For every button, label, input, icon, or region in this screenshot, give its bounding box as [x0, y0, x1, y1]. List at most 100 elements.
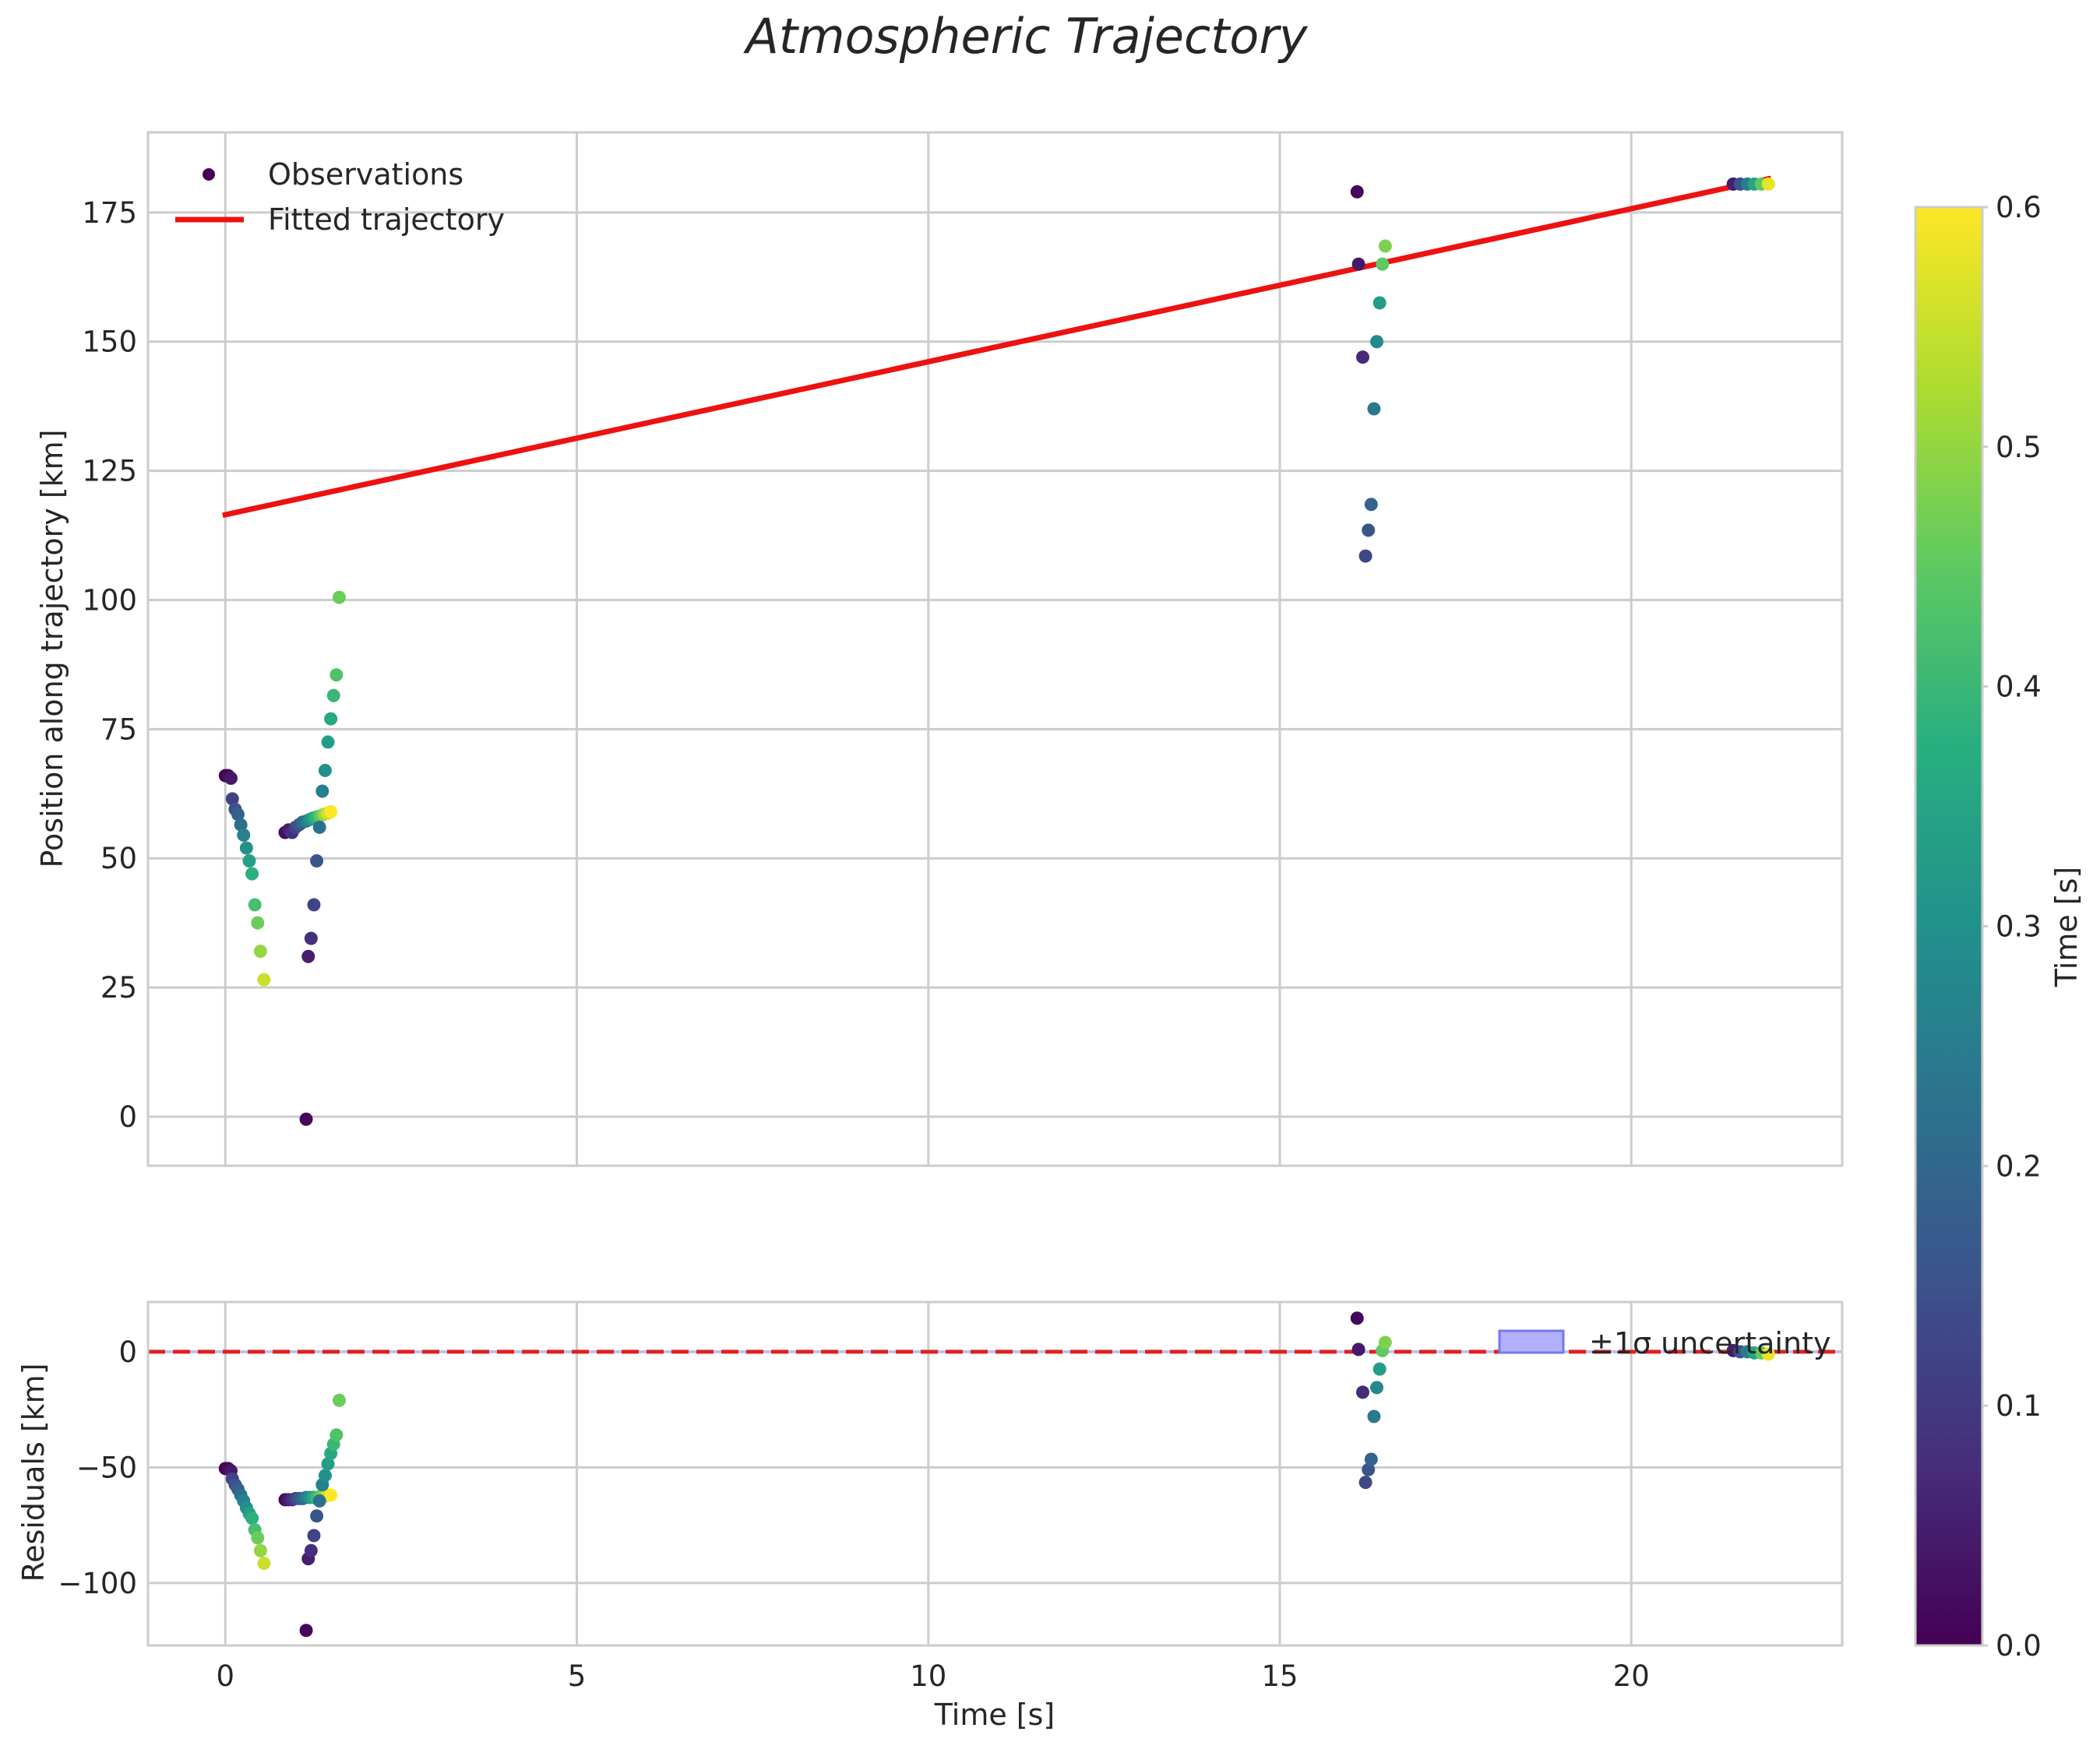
- bottom-data-point: [1362, 1462, 1376, 1476]
- colorbar-tick-label: 0.5: [1996, 431, 2042, 464]
- top-y-tick-label: 100: [82, 583, 137, 617]
- top-data-point: [245, 867, 259, 881]
- top-data-point: [312, 820, 326, 834]
- top-y-tick-label: 150: [82, 326, 137, 359]
- top-data-point: [310, 854, 324, 868]
- bottom-data-point: [1367, 1409, 1381, 1423]
- bottom-legend: ±1σ uncertainty: [1498, 1326, 1830, 1360]
- top-data-point: [1376, 257, 1390, 271]
- colorbar-tick-label: 0.2: [1996, 1149, 2042, 1183]
- top-gridlines: [148, 132, 1842, 1166]
- top-data-point: [1364, 498, 1378, 512]
- bottom-data-point: [1351, 1343, 1365, 1357]
- colorbar-label: Time [s]: [2049, 867, 2084, 988]
- bottom-y-tick-label: −100: [58, 1567, 137, 1600]
- top-data-point: [299, 1112, 313, 1126]
- top-data-point: [1370, 335, 1384, 349]
- top-data-point: [1372, 296, 1386, 310]
- colorbar-gradient: [1915, 207, 1982, 1645]
- bottom-data-point: [1358, 1476, 1372, 1490]
- fitted-trajectory-line: [222, 175, 1772, 519]
- fitted-trajectory-group: [222, 175, 1772, 519]
- top-y-axis-label: Position along trajectory [km]: [35, 429, 69, 867]
- bottom-y-axis-label: Residuals [km]: [16, 1363, 51, 1582]
- bottom-tick-labels: 0 5 10 15 20 0 −50 −100: [58, 1336, 1649, 1693]
- x-tick-label: 5: [568, 1659, 587, 1693]
- top-y-tick-label: 50: [100, 842, 137, 875]
- bottom-data-point: [1350, 1311, 1364, 1325]
- colorbar-tick-label: 0.0: [1996, 1629, 2042, 1663]
- bottom-data-point: [1372, 1362, 1386, 1376]
- top-data-point: [242, 854, 256, 868]
- top-data-point: [224, 771, 238, 785]
- top-legend: Observations Fitted trajectory: [175, 157, 505, 237]
- bottom-data-point: [257, 1557, 271, 1571]
- top-data-point: [326, 688, 340, 702]
- top-data-point: [304, 931, 318, 945]
- bottom-y-tick-label: 0: [118, 1336, 137, 1369]
- legend-uncertainty-label: ±1σ uncertainty: [1589, 1326, 1830, 1360]
- chart-title: Atmospheric Trajectory: [742, 8, 1308, 65]
- top-data-point: [332, 590, 346, 604]
- legend-observations-label: Observations: [268, 157, 463, 192]
- bottom-data-point: [321, 1457, 335, 1471]
- top-data-point: [301, 949, 315, 963]
- top-data-point: [307, 898, 321, 912]
- top-data-point: [253, 945, 267, 959]
- x-axis-label: Time [s]: [934, 1698, 1055, 1732]
- bottom-data-point: [253, 1543, 267, 1557]
- top-data-point: [1358, 549, 1372, 563]
- top-data-point: [231, 808, 245, 822]
- top-data-point: [1356, 350, 1370, 364]
- top-y-tick-label: 125: [82, 455, 137, 488]
- colorbar-tick-label: 0.6: [1996, 191, 2042, 224]
- bottom-plot-frame: [146, 1300, 1844, 1647]
- legend-fit-label: Fitted trajectory: [268, 202, 505, 237]
- top-data-point: [251, 916, 265, 930]
- observation-points: [218, 177, 1775, 1126]
- top-data-point: [315, 784, 329, 798]
- top-data-point: [1350, 185, 1364, 199]
- top-data-point: [329, 668, 344, 682]
- bottom-data-point: [1378, 1336, 1392, 1350]
- bottom-data-point: [299, 1624, 313, 1638]
- bottom-data-point: [1370, 1381, 1384, 1395]
- uncertainty-band: [148, 1350, 1842, 1353]
- colorbar-tick-label: 0.3: [1996, 910, 2042, 944]
- colorbar-tick-label: 0.4: [1996, 670, 2042, 704]
- bottom-data-point: [332, 1393, 346, 1407]
- bottom-data-point: [318, 1469, 332, 1483]
- top-data-point: [1761, 177, 1775, 191]
- top-data-point: [1367, 402, 1381, 416]
- colorbar-tick-labels: 0.0 0.1 0.2 0.3 0.4 0.5 0.6: [1982, 191, 2042, 1663]
- top-data-point: [1362, 523, 1376, 537]
- colorbar-tick-label: 0.1: [1996, 1389, 2042, 1423]
- top-data-point: [248, 898, 262, 912]
- x-tick-label: 20: [1613, 1659, 1650, 1693]
- bottom-y-tick-label: −50: [76, 1451, 137, 1484]
- bottom-panel: 0 5 10 15 20 0 −50 −100 Residuals [km] Time [s]…: [16, 1300, 1844, 1732]
- top-data-point: [1378, 239, 1392, 253]
- zero-line-group: [148, 1350, 1842, 1354]
- bottom-data-point: [324, 1488, 338, 1502]
- top-plot-frame: [146, 131, 1844, 1167]
- top-data-point: [237, 828, 251, 842]
- x-tick-label: 10: [910, 1659, 946, 1693]
- residual-points: [218, 1311, 1775, 1638]
- top-data-point: [318, 763, 332, 777]
- top-data-point: [1351, 257, 1365, 271]
- top-y-tick-label: 175: [82, 196, 137, 230]
- bottom-data-point: [1364, 1452, 1378, 1466]
- top-y-tick-label: 0: [118, 1100, 137, 1134]
- x-tick-label: 15: [1261, 1659, 1298, 1693]
- bottom-data-point: [245, 1511, 259, 1526]
- bottom-data-point: [312, 1494, 326, 1508]
- top-y-tick-label: 25: [100, 971, 137, 1005]
- top-data-point: [257, 973, 271, 987]
- top-panel: 0 25 50 75 100 125 150 175 Position along traje…: [35, 131, 1844, 1167]
- top-y-tick-label: 75: [100, 713, 137, 746]
- bottom-data-point: [307, 1529, 321, 1543]
- top-data-point: [239, 841, 253, 855]
- bottom-data-point: [251, 1531, 265, 1545]
